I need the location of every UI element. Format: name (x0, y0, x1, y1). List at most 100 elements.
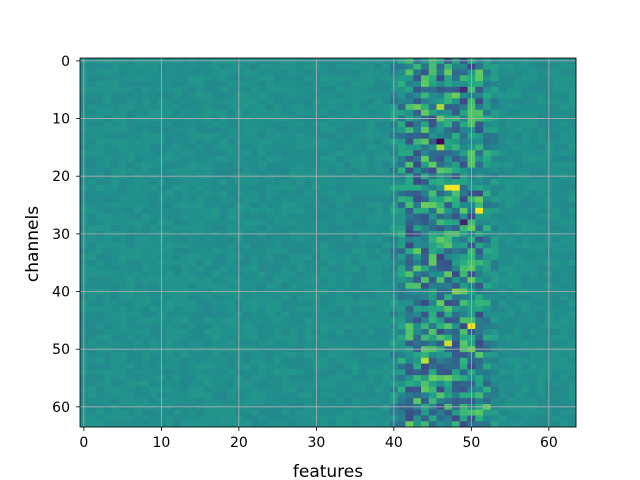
heatmap-cell (514, 167, 523, 174)
heatmap-cell (111, 219, 120, 226)
heatmap-cell (351, 196, 360, 203)
heatmap-cell (211, 225, 220, 232)
heatmap-cell (242, 167, 251, 174)
heatmap-cell (134, 363, 143, 370)
heatmap-cell (560, 300, 569, 307)
heatmap-cell (552, 363, 561, 370)
heatmap-cell (289, 380, 298, 388)
heatmap-cell (428, 363, 437, 370)
heatmap-cell (475, 415, 484, 422)
heatmap-cell (366, 380, 375, 388)
heatmap-cell (459, 190, 468, 197)
heatmap-cell (421, 213, 430, 220)
heatmap-cell (514, 323, 523, 330)
y-tick-label: 30 (52, 227, 70, 243)
heatmap-cell (281, 63, 290, 70)
heatmap-cell (142, 167, 151, 174)
heatmap-cell (351, 213, 360, 220)
heatmap-cell (428, 369, 437, 376)
heatmap-cell (242, 109, 251, 117)
heatmap-cell (459, 415, 468, 422)
heatmap-cell (374, 213, 383, 220)
heatmap-cell (126, 415, 135, 422)
heatmap-cell (266, 144, 275, 151)
heatmap-cell (351, 311, 360, 318)
heatmap-cell (118, 202, 127, 209)
heatmap-cell (475, 69, 484, 76)
heatmap-cell (204, 167, 213, 174)
heatmap-cell (413, 282, 422, 290)
heatmap-cell (289, 248, 298, 255)
heatmap-cell (196, 282, 205, 290)
heatmap-cell (483, 179, 492, 186)
heatmap-cell (173, 75, 182, 82)
heatmap-cell (560, 179, 569, 186)
heatmap-cell (188, 75, 197, 82)
heatmap-cell (266, 236, 275, 243)
heatmap-cell (413, 150, 422, 157)
heatmap-cell (366, 282, 375, 290)
heatmap-cell (506, 369, 515, 376)
heatmap-cell (552, 294, 561, 301)
heatmap-cell (343, 161, 352, 168)
heatmap-cell (134, 334, 143, 341)
heatmap-cell (343, 415, 352, 422)
heatmap-cell (537, 248, 546, 255)
heatmap-cell (397, 294, 406, 301)
heatmap-cell (204, 184, 213, 192)
heatmap-cell (320, 196, 329, 203)
heatmap-cell (250, 242, 259, 249)
heatmap-cell (304, 294, 313, 301)
heatmap-cell (250, 213, 259, 220)
heatmap-cell (188, 161, 197, 168)
heatmap-cell (149, 98, 158, 105)
heatmap-cell (304, 328, 313, 336)
heatmap-cell (498, 271, 507, 278)
heatmap-cell (87, 156, 96, 163)
heatmap-cell (405, 352, 414, 359)
heatmap-cell (149, 317, 158, 324)
heatmap-cell (149, 213, 158, 220)
heatmap-cell (173, 81, 182, 88)
heatmap-cell (188, 317, 197, 324)
heatmap-cell (273, 127, 282, 134)
heatmap-cell (87, 104, 96, 111)
heatmap-cell (250, 202, 259, 209)
heatmap-cell (444, 127, 453, 134)
heatmap-cell (444, 398, 453, 405)
heatmap-cell (266, 340, 275, 347)
heatmap-cell (87, 254, 96, 261)
heatmap-cell (204, 254, 213, 261)
heatmap-cell (111, 305, 120, 313)
heatmap-cell (111, 248, 120, 255)
heatmap-cell (444, 392, 453, 399)
heatmap-cell (529, 207, 538, 215)
heatmap-cell (498, 386, 507, 393)
heatmap-cell (428, 179, 437, 186)
heatmap-cell (304, 392, 313, 399)
heatmap-cell (126, 386, 135, 393)
heatmap-cell (413, 138, 422, 145)
heatmap-cell (219, 259, 228, 266)
heatmap-cell (537, 92, 546, 99)
heatmap-cell (366, 236, 375, 243)
heatmap-cell (521, 86, 530, 93)
heatmap-cell (111, 398, 120, 405)
heatmap-cell (134, 271, 143, 278)
heatmap-cell (211, 421, 220, 428)
heatmap-cell (351, 219, 360, 226)
heatmap-cell (343, 363, 352, 370)
heatmap-cell (219, 207, 228, 215)
heatmap-cell (351, 144, 360, 151)
heatmap-cell (568, 202, 577, 209)
heatmap-cell (483, 386, 492, 393)
heatmap-cell (103, 282, 112, 290)
heatmap-cell (560, 392, 569, 399)
heatmap-cell (382, 311, 391, 318)
heatmap-cell (343, 380, 352, 388)
heatmap-cell (219, 398, 228, 405)
heatmap-cell (521, 81, 530, 88)
heatmap-cell (537, 282, 546, 290)
heatmap-cell (328, 421, 337, 428)
heatmap-cell (320, 398, 329, 405)
